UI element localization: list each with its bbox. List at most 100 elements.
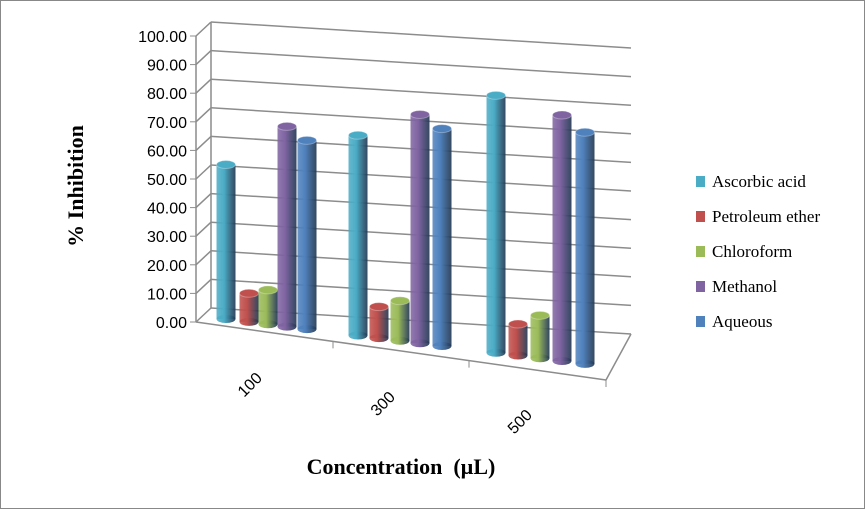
y-axis-title: % Inhibition [63,125,88,247]
bar-base [348,331,368,340]
bar-body [239,293,259,322]
side-gridline [195,135,212,151]
side-gridline [195,221,212,237]
bar-body [390,300,410,341]
bar-top [297,135,317,145]
side-gridline [195,21,212,37]
side-gridline [195,193,212,209]
y-tick-label: 10.00 [147,286,187,303]
legend-label: Ascorbic acid [712,172,806,191]
y-tick-label: 100.00 [138,29,187,46]
bar-base [486,348,506,357]
bar-base [575,359,595,368]
y-tick-label: 50.00 [147,172,187,189]
bar-base [216,315,236,323]
bar-ascorbic-acid-300 [348,130,368,340]
bar-base [508,351,528,360]
legend-item: Petroleum ether [696,207,820,226]
bar-top [277,121,297,131]
y-tick-label: 0.00 [156,315,187,332]
side-gridline [195,307,212,323]
legend-swatch [696,246,705,257]
bar-body [297,140,317,330]
legend-item: Ascorbic acid [696,172,806,191]
bar-aqueous-300 [432,124,452,350]
legend-swatch [696,211,705,222]
legend-item: Chloroform [696,242,792,261]
bar-aqueous-100 [297,135,317,334]
bar-base [297,325,317,334]
bar-body [432,128,452,346]
bar-body [216,164,236,319]
bar-body [277,126,297,327]
side-gridline [195,107,212,123]
bar-chloroform-500 [530,310,550,363]
legend-item: Methanol [696,277,777,296]
bar-top [530,310,550,320]
x-tick-label: 300 [368,389,399,420]
bar-body [410,114,430,344]
gridline [210,21,632,49]
bar-top [486,90,506,100]
side-gridline [195,50,212,66]
x-axis-title: Concentration (µL) [307,454,496,479]
bar-body [258,289,278,325]
bar-base [369,334,389,343]
bar-chloroform-100 [258,285,278,329]
bar-chloroform-300 [390,296,410,345]
bar-ascorbic-acid-100 [216,160,236,323]
bar-petroleum-ether-300 [369,302,389,343]
bar-base [258,320,278,329]
y-tick-label: 70.00 [147,115,187,132]
legend-item: Aqueous [696,312,772,331]
bar-top [216,160,236,170]
bar-top [410,109,430,119]
bar-base [410,339,430,348]
bar-body [486,95,506,353]
y-tick-label: 30.00 [147,229,187,246]
bar-base [277,322,297,331]
x-axis [195,321,607,381]
y-tick-label: 20.00 [147,258,187,275]
side-gridline [195,278,212,294]
bar-aqueous-500 [575,127,595,368]
gridline [210,49,632,78]
y-tick-label: 60.00 [147,143,187,160]
bar-body [348,135,368,336]
bar-base [432,342,452,350]
legend-label: Chloroform [712,242,792,261]
legend-swatch [696,176,705,187]
y-tick-label: 90.00 [147,58,187,75]
legend-label: Methanol [712,277,777,296]
y-tick-label: 40.00 [147,201,187,218]
x-tick-label: 500 [505,407,536,438]
bar-body [508,324,528,356]
bar-methanol-100 [277,121,297,331]
side-gridline [195,78,212,94]
bar-top [348,130,368,140]
y-tick-label: 80.00 [147,86,187,103]
side-gridline [195,164,212,180]
bar-methanol-500 [552,110,572,365]
bar-top [239,288,259,298]
bar-top [575,127,595,137]
bar-base [552,357,572,365]
bar-top [552,110,572,120]
bar-body [552,115,572,361]
x-tick-label: 100 [235,370,266,401]
bar-base [530,354,550,363]
legend-swatch [696,316,705,327]
bar-body [369,306,389,339]
bar-top [508,319,528,329]
bar-top [258,285,278,295]
bar-ascorbic-acid-500 [486,90,506,357]
bar-petroleum-ether-500 [508,319,528,360]
bar-methanol-300 [410,109,430,348]
side-gridline [195,250,212,266]
bar-top [432,124,452,134]
legend-label: Aqueous [712,312,772,331]
bar-top [369,302,389,312]
bar-base [390,336,410,345]
